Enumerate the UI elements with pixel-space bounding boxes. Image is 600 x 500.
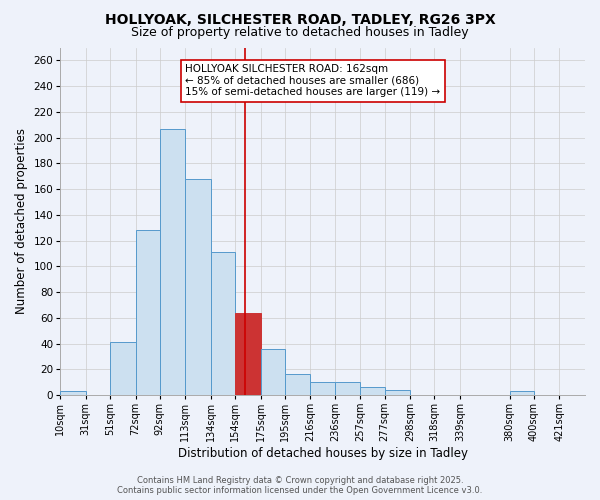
Bar bbox=[310, 382, 335, 395]
Y-axis label: Number of detached properties: Number of detached properties bbox=[15, 128, 28, 314]
Bar bbox=[509, 391, 534, 395]
Bar bbox=[60, 391, 86, 395]
Bar bbox=[211, 252, 235, 395]
Bar bbox=[285, 374, 310, 395]
X-axis label: Distribution of detached houses by size in Tadley: Distribution of detached houses by size … bbox=[178, 447, 467, 460]
Text: HOLLYOAK SILCHESTER ROAD: 162sqm
← 85% of detached houses are smaller (686)
15% : HOLLYOAK SILCHESTER ROAD: 162sqm ← 85% o… bbox=[185, 64, 440, 98]
Bar bbox=[260, 348, 285, 395]
Bar bbox=[136, 230, 160, 395]
Text: HOLLYOAK, SILCHESTER ROAD, TADLEY, RG26 3PX: HOLLYOAK, SILCHESTER ROAD, TADLEY, RG26 … bbox=[104, 12, 496, 26]
Text: Size of property relative to detached houses in Tadley: Size of property relative to detached ho… bbox=[131, 26, 469, 39]
Bar bbox=[110, 342, 136, 395]
Text: Contains HM Land Registry data © Crown copyright and database right 2025.
Contai: Contains HM Land Registry data © Crown c… bbox=[118, 476, 482, 495]
Bar bbox=[385, 390, 410, 395]
Bar bbox=[335, 382, 360, 395]
Bar bbox=[235, 312, 260, 395]
Bar bbox=[185, 179, 211, 395]
Bar bbox=[360, 388, 385, 395]
Bar bbox=[160, 128, 185, 395]
